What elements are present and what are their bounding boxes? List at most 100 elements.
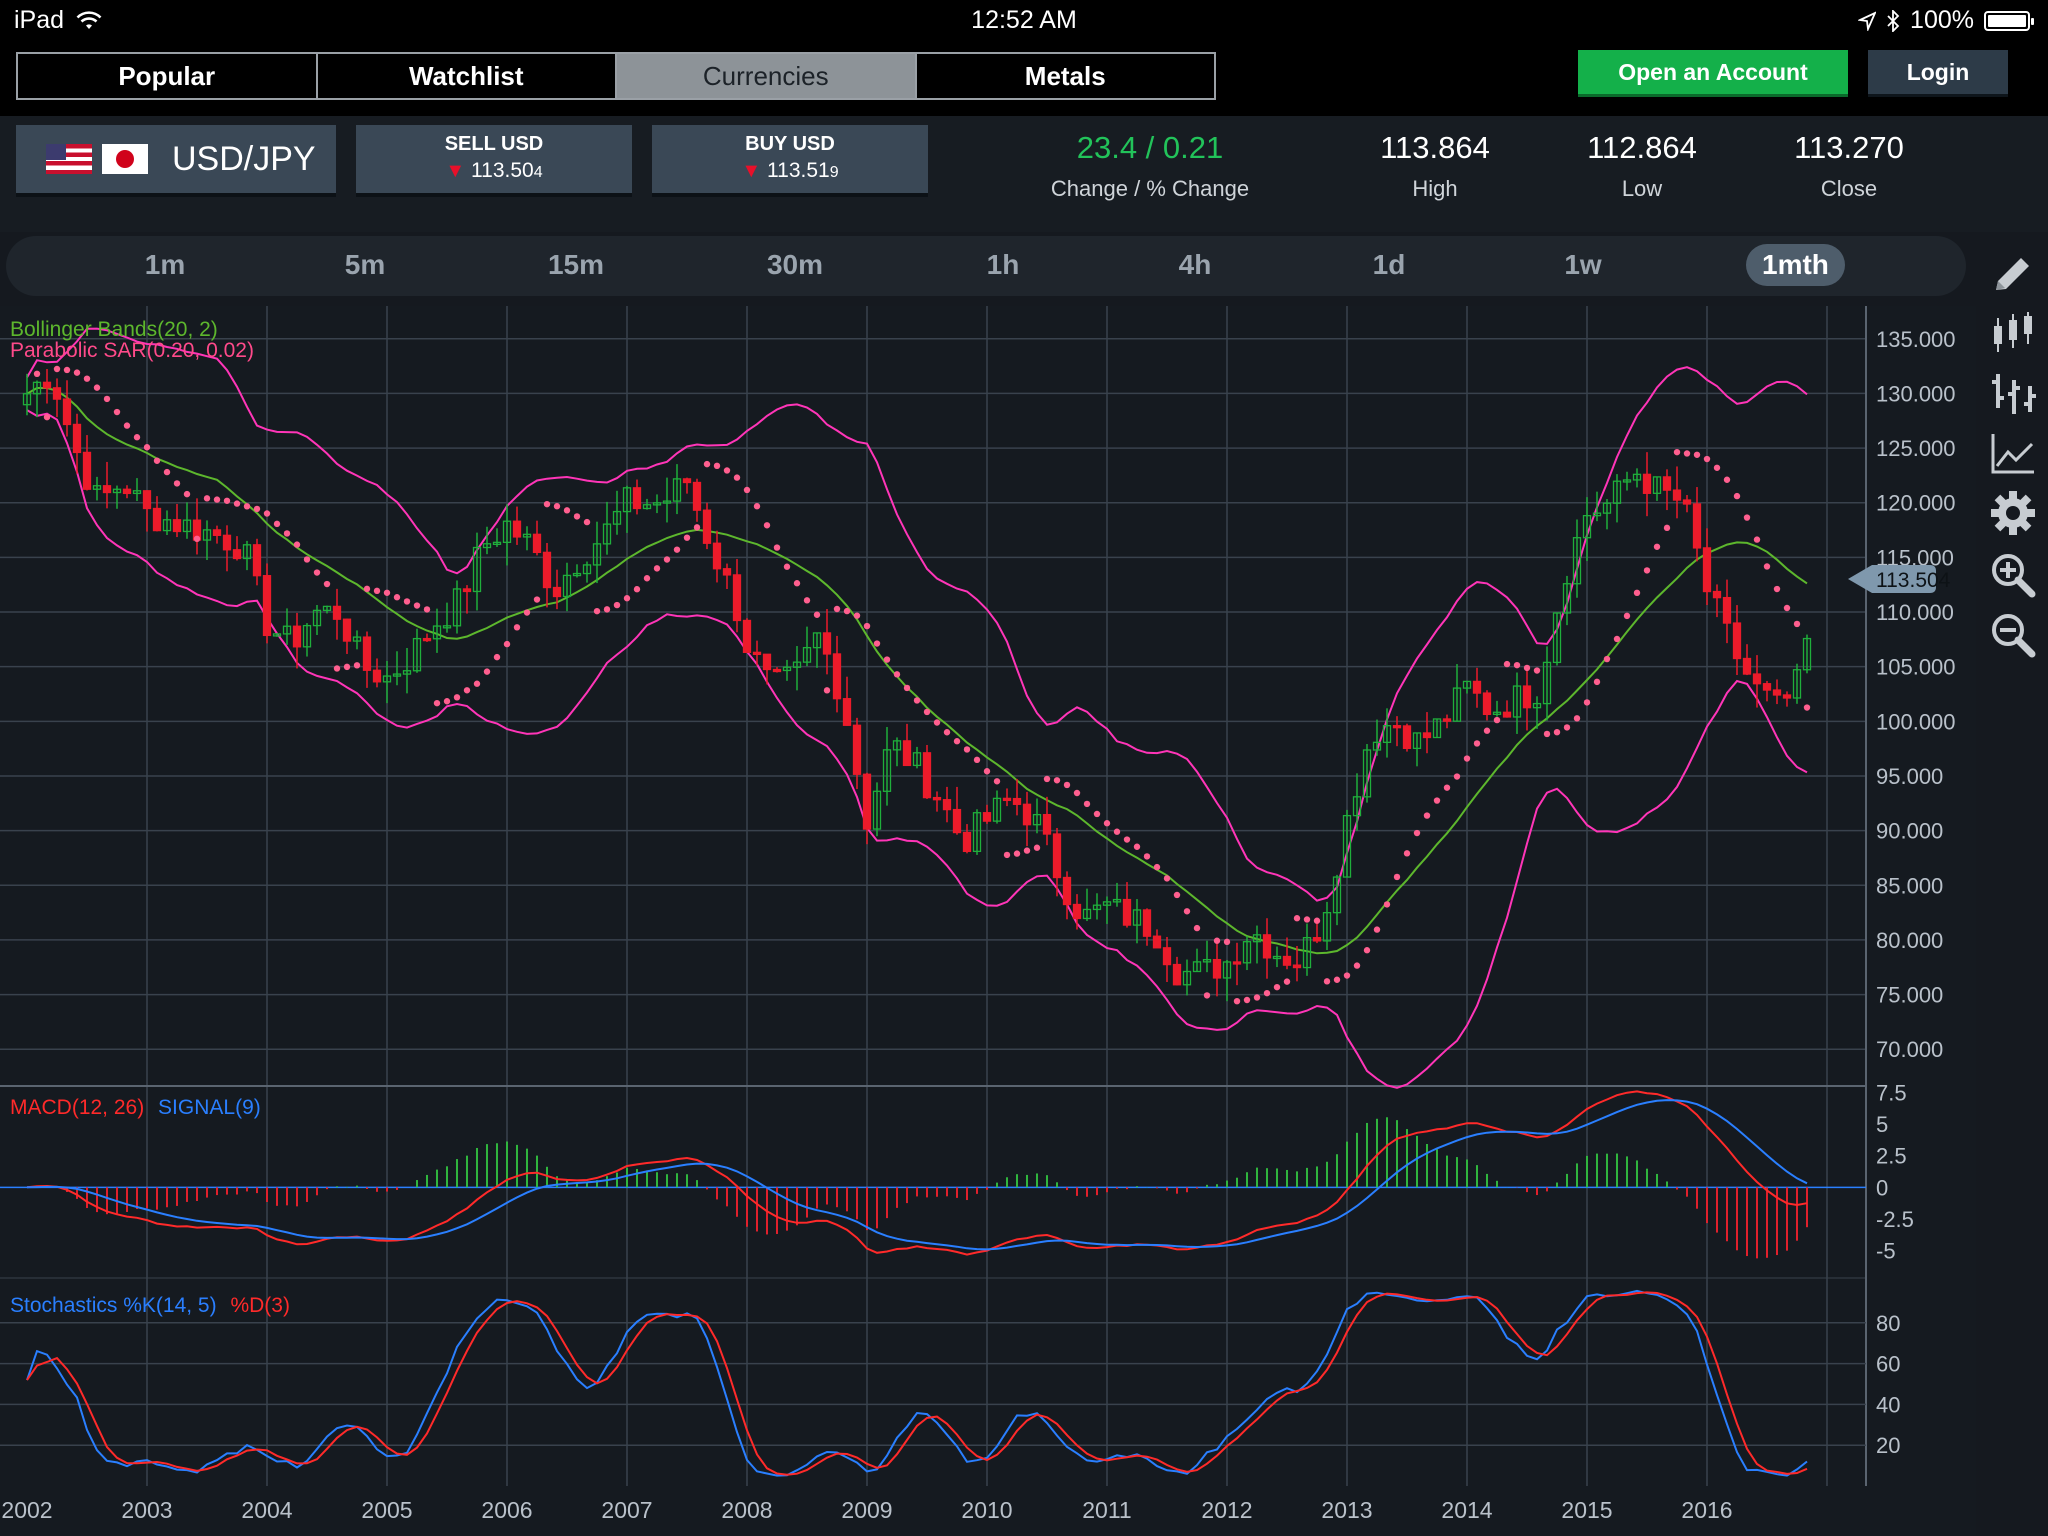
candle-body (32, 381, 42, 395)
candle-body (1622, 479, 1632, 483)
quote-bar (0, 116, 2048, 232)
candle-body (292, 625, 302, 648)
gear-icon[interactable] (1988, 488, 2038, 538)
sar-dot (983, 768, 991, 775)
sar-dot (493, 653, 501, 661)
low-label: Low (1621, 176, 1663, 201)
candle-body (1392, 725, 1402, 729)
candle-body (732, 574, 742, 622)
sar-dot (1383, 901, 1391, 908)
timeframe-1mth[interactable]: 1mth (1746, 244, 1845, 286)
sar-dot (643, 575, 651, 582)
price-chart[interactable]: 135.000130.000125.000120.000115.000110.0… (0, 306, 1976, 1536)
sar-dot (53, 365, 61, 373)
timeframe-1d[interactable]: 1d (1372, 249, 1406, 280)
sar-dot (583, 518, 591, 526)
candle-body (1202, 958, 1212, 963)
sar-dot (1753, 536, 1761, 543)
line-chart-icon[interactable] (1988, 428, 2038, 478)
sar-dot (43, 413, 51, 421)
down-arrow-icon: ▼ (741, 160, 762, 182)
price-tick-label: 105.000 (1876, 655, 1956, 680)
candle-body (1682, 499, 1692, 505)
sar-dot (143, 444, 151, 451)
candle-body (332, 605, 342, 620)
ohlc-icon[interactable] (1988, 368, 2038, 418)
candle-body (382, 675, 392, 683)
candle-body (142, 490, 152, 510)
candle-body (502, 520, 512, 544)
tab-popular[interactable]: Popular (18, 54, 318, 98)
candle-body (402, 670, 412, 675)
macd-tick-label: 0 (1876, 1175, 1888, 1200)
candle-body (1602, 502, 1612, 514)
candle-body (262, 575, 272, 637)
candle-body (1472, 680, 1482, 694)
login-button[interactable]: Login (1868, 50, 2008, 94)
candle-body (1352, 796, 1362, 817)
year-tick-label: 2006 (481, 1497, 532, 1523)
year-tick-label: 2008 (721, 1497, 772, 1523)
current-price-tag: 113.504 (1848, 565, 1951, 593)
sar-dot (633, 586, 641, 593)
buy-button[interactable]: BUY USD ▼ 113.519 (652, 125, 928, 193)
sar-dot (1313, 917, 1321, 924)
sar-dot (1083, 800, 1091, 808)
timeframe-1m[interactable]: 1m (144, 249, 186, 280)
tab-watchlist[interactable]: Watchlist (317, 54, 617, 98)
sar-dot (1743, 514, 1751, 521)
sell-price: 113.50 (471, 159, 534, 182)
tab-currencies[interactable]: Currencies (617, 54, 917, 98)
sar-dot (993, 778, 1001, 785)
candle-body (1002, 797, 1012, 802)
candle-body (1052, 833, 1062, 879)
change-stat: 23.4 / 0.21 Change / % Change (1030, 130, 1270, 202)
high-label: High (1412, 176, 1458, 201)
open-account-button[interactable]: Open an Account (1578, 50, 1848, 94)
instrument-selector[interactable]: USD/JPY (16, 125, 336, 193)
zoom-in-icon[interactable] (1988, 550, 2038, 600)
signal-line (26, 1099, 1808, 1251)
sar-dot (783, 563, 791, 570)
sar-dot (713, 462, 721, 470)
sell-button[interactable]: SELL USD ▼ 113.504 (356, 125, 632, 193)
timeframe-1w[interactable]: 1w (1564, 249, 1602, 280)
sar-dot (1333, 976, 1341, 983)
candle-body (1402, 725, 1412, 750)
candle-body (1792, 669, 1802, 699)
timeframe-15m[interactable]: 15m (547, 249, 605, 280)
candle-body (1652, 476, 1662, 494)
candle-body (1552, 612, 1562, 664)
timeframe-5m[interactable]: 5m (344, 249, 386, 280)
price-tick-label: 130.000 (1876, 381, 1956, 406)
chart-toolbar (1976, 236, 2048, 1536)
timeframe-1h[interactable]: 1h (986, 249, 1020, 280)
zoom-out-icon[interactable] (1988, 610, 2038, 660)
pencil-icon[interactable] (1988, 250, 2038, 300)
candle-body (1612, 480, 1622, 504)
candle-body (792, 661, 802, 668)
sar-dot (1643, 567, 1651, 574)
sar-dot (1803, 704, 1811, 711)
candle-body (92, 485, 102, 490)
timeframe-30m[interactable]: 30m (766, 249, 824, 280)
tab-metals[interactable]: Metals (916, 54, 1214, 98)
year-tick-label: 2013 (1321, 1497, 1372, 1523)
candle-body (1482, 692, 1492, 716)
candle-body (602, 523, 612, 545)
candle-body (112, 488, 122, 494)
sar-dot (1003, 851, 1011, 859)
location-icon (1858, 11, 1877, 31)
sar-dot (1513, 661, 1521, 669)
candle-body (712, 542, 722, 570)
candle-body (252, 544, 262, 577)
candlestick-icon[interactable] (1988, 308, 2038, 358)
sar-dot (1673, 448, 1681, 456)
sar-dot (1113, 828, 1121, 835)
jp-flag-icon (102, 144, 148, 174)
candle-body (1762, 683, 1772, 691)
candle-body (132, 490, 142, 495)
candle-body (1432, 718, 1442, 739)
candle-body (282, 625, 292, 635)
timeframe-4h[interactable]: 4h (1178, 249, 1212, 280)
